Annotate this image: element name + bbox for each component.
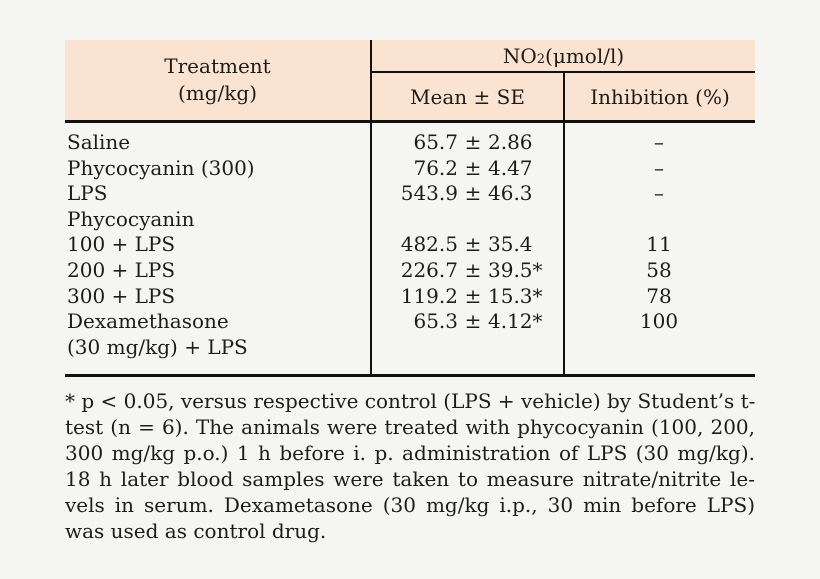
mean-value: 65.3 (413, 309, 458, 334)
table-row: 200 + LPS 226.7 ±39.5* 58 (65, 258, 755, 284)
treatment-cell: Saline (67, 130, 131, 154)
no2-subscript: 2 (536, 52, 546, 67)
se-value: 46.3 (488, 181, 533, 206)
table-row: Phycocyanin (300) 76.2 ±4.47 – (65, 156, 755, 182)
mean-value (372, 335, 458, 361)
se-value: 4.12* (488, 309, 543, 334)
inhibition-cell: 11 (646, 232, 672, 257)
treatment-header-line1: Treatment (164, 54, 271, 78)
se-value (488, 207, 563, 233)
se-value: 35.4 (488, 232, 533, 257)
table-header: Treatment (mg/kg) NO 2 (μmol/l) Mean ± SE… (65, 40, 755, 123)
treatment-cell: Phycocyanin (300) (67, 155, 255, 180)
mean-value: 76.2 (413, 155, 458, 180)
footnote-line: test (n = 6). The animals were treated w… (65, 415, 755, 439)
mean-se-column-header: Mean ± SE (372, 73, 563, 120)
inhibition-cell (563, 207, 755, 233)
treatment-cell: (30 mg/kg) + LPS (67, 334, 248, 359)
no2-unit-label: (μmol/l) (545, 43, 625, 68)
inhibition-cell: 78 (646, 283, 672, 308)
inhibition-column-header: Inhibition (%) (563, 73, 755, 120)
table-row: Dexamethasone 65.3 ±4.12* 100 (65, 309, 755, 335)
se-value: 15.3* (488, 283, 543, 308)
plus-minus: ± (464, 181, 482, 206)
treatment-cell: LPS (67, 181, 108, 206)
inhibition-cell (563, 335, 755, 361)
footnote-line: 18 h later blood samples were taken to m… (65, 467, 755, 491)
treatment-cell: Phycocyanin (67, 206, 195, 231)
plus-minus: ± (464, 130, 482, 154)
mean-se-cell: 65.7 ±2.86 (372, 130, 563, 156)
se-value: 4.47 (488, 155, 533, 180)
plus-minus (458, 335, 488, 361)
mean-value: 65.7 (413, 130, 458, 154)
table-row: (30 mg/kg) + LPS (65, 335, 755, 361)
mean-value: 482.5 (400, 232, 458, 257)
plus-minus: ± (464, 155, 482, 180)
treatment-cell: Dexamethasone (67, 309, 229, 334)
table-row: Saline 65.7 ±2.86 – (65, 130, 755, 156)
mean-se-cell: 119.2 ±15.3* (372, 284, 563, 310)
no2-label: NO (502, 43, 537, 68)
table-row: Phycocyanin (65, 207, 755, 233)
table-body: Saline 65.7 ±2.86 – Phycocyanin (300) 76.… (65, 123, 755, 377)
mean-value: 119.2 (400, 283, 458, 308)
mean-value: 543.9 (400, 181, 458, 206)
mean-se-cell: 226.7 ±39.5* (372, 258, 563, 284)
inhibition-cell: 58 (646, 257, 672, 282)
inhibition-cell: – (654, 181, 664, 206)
footnote-line: 300 mg/kg p.o.) 1 h before i. p. adminis… (65, 441, 755, 465)
sub-header-row: Mean ± SE Inhibition (%) (372, 73, 755, 120)
treatment-column-header: Treatment (mg/kg) (65, 40, 370, 120)
treatment-cell: 300 + LPS (67, 283, 176, 308)
plus-minus: ± (464, 257, 482, 282)
plus-minus: ± (464, 232, 482, 257)
se-value: 2.86 (488, 130, 533, 154)
plus-minus: ± (464, 283, 482, 308)
treatment-cell: 100 + LPS (67, 232, 176, 257)
mean-se-cell: 543.9 ±46.3 (372, 181, 563, 207)
table-row: 300 + LPS 119.2 ±15.3* 78 (65, 284, 755, 310)
column-divider-1 (370, 123, 372, 374)
footnote-line: * p < 0.05, versus respective control (L… (65, 389, 756, 413)
footnote-line: vels in serum. Dexametasone (30 mg/kg i.… (65, 493, 755, 517)
table-row: LPS 543.9 ±46.3 – (65, 181, 755, 207)
inhibition-cell: – (654, 155, 664, 180)
no2-column-header: NO 2 (μmol/l) (372, 40, 755, 73)
treatment-cell: 200 + LPS (67, 257, 176, 282)
mean-se-cell: 482.5 ±35.4 (372, 232, 563, 258)
mean-se-cell: 65.3 ±4.12* (372, 309, 563, 335)
plus-minus: ± (464, 309, 482, 334)
no2-header-group: NO 2 (μmol/l) Mean ± SE Inhibition (%) (370, 40, 755, 120)
se-value: 39.5* (488, 257, 543, 282)
se-value (488, 335, 563, 361)
mean-value (372, 207, 458, 233)
table-row: 100 + LPS 482.5 ±35.4 11 (65, 232, 755, 258)
inhibition-cell: – (654, 130, 664, 154)
mean-se-cell (372, 335, 563, 361)
mean-value: 226.7 (400, 257, 458, 282)
footnote-line: was used as control drug. (65, 519, 327, 543)
mean-se-cell: 76.2 ±4.47 (372, 156, 563, 182)
treatment-header-line2: (mg/kg) (177, 81, 258, 105)
results-table: Treatment (mg/kg) NO 2 (μmol/l) Mean ± SE… (65, 40, 755, 377)
plus-minus (458, 207, 488, 233)
inhibition-cell: 100 (639, 309, 679, 334)
footnote: * p < 0.05, versus respective control (L… (65, 388, 755, 544)
mean-se-cell (372, 207, 563, 233)
column-divider-2 (563, 123, 565, 374)
